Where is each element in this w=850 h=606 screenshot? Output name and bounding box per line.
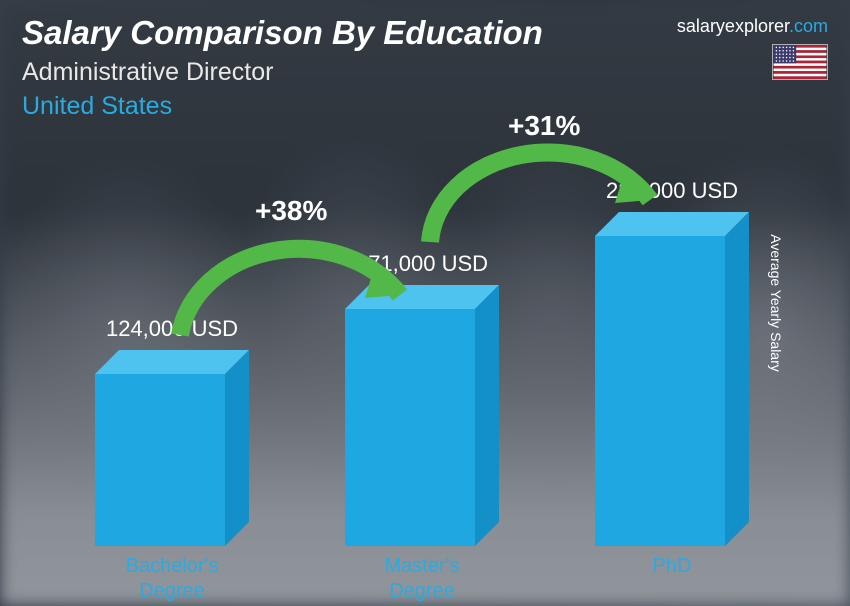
bar-label: Bachelor'sDegree — [92, 546, 252, 604]
bar-front — [595, 236, 725, 546]
increase-label: +31% — [508, 110, 580, 142]
bar-side — [225, 350, 249, 546]
bar-label: Master'sDegree — [342, 546, 502, 604]
chart-subtitle: Administrative Director — [22, 58, 273, 87]
brand-prefix: salaryexplorer — [677, 16, 789, 36]
bar-front — [95, 374, 225, 546]
bar-label: PhD — [592, 546, 752, 579]
bar-side — [725, 212, 749, 546]
bar-side — [475, 285, 499, 546]
brand-suffix: .com — [789, 16, 828, 36]
increase-label: +38% — [255, 195, 327, 227]
flag-icon — [772, 44, 828, 80]
bar-0: 124,000 USD Bachelor'sDegree — [95, 350, 249, 546]
brand-label: salaryexplorer.com — [677, 16, 828, 37]
country-label: United States — [22, 92, 172, 121]
chart-title: Salary Comparison By Education — [22, 14, 543, 52]
bar-chart: 124,000 USD Bachelor'sDegree 171,000 USD… — [60, 140, 770, 546]
